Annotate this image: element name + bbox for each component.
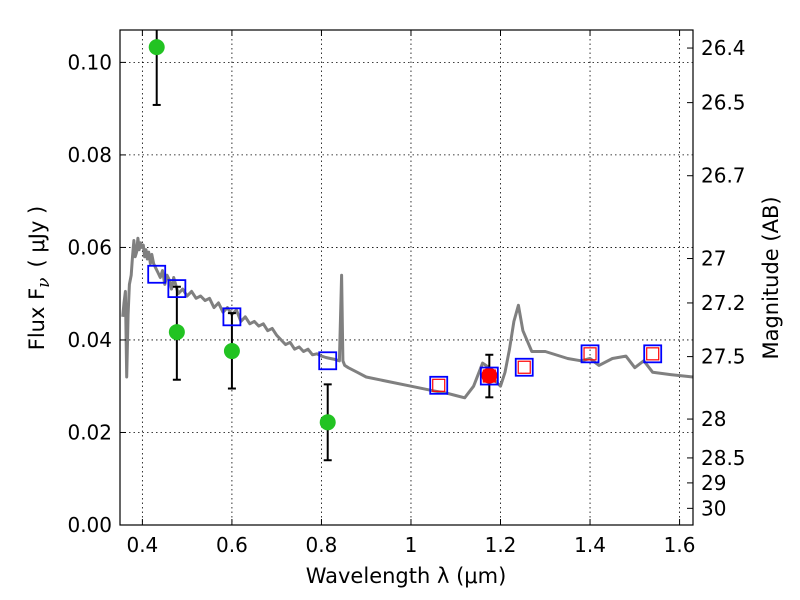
x-tick-label: 1.6 xyxy=(664,533,696,557)
model-square-blue xyxy=(429,375,449,395)
x-tick-label: 0.4 xyxy=(126,533,158,557)
y2-tick-label: 30 xyxy=(701,496,726,520)
marker-layer xyxy=(147,30,663,462)
x-tick-label: 1.4 xyxy=(574,533,606,557)
model-square-red xyxy=(517,360,531,374)
x-tick-label: 0.8 xyxy=(306,533,338,557)
x-axis-label: Wavelength λ (μm) xyxy=(306,564,507,588)
model-square-blue xyxy=(222,307,242,327)
y2-tick-label: 28.5 xyxy=(701,446,746,470)
y-tick-label: 0.00 xyxy=(67,513,112,537)
model-square-red xyxy=(482,369,496,383)
y2-tick-label: 28 xyxy=(701,407,726,431)
y-tick-label: 0.10 xyxy=(67,50,112,74)
model-square-blue xyxy=(514,357,534,377)
y-tick-label: 0.08 xyxy=(67,143,112,167)
y2-tick-label: 26.7 xyxy=(701,164,746,188)
y2-tick-label: 27 xyxy=(701,247,726,271)
y2-tick-label: 26.4 xyxy=(701,36,746,60)
y-tick-label: 0.04 xyxy=(67,328,112,352)
y2-tick-label: 27.2 xyxy=(701,291,746,315)
x-tick-label: 0.6 xyxy=(216,533,248,557)
y2-tick-label: 27.5 xyxy=(701,345,746,369)
model-square-blue xyxy=(147,264,167,284)
sed-curve-layer xyxy=(121,236,694,400)
x-axis-ticks: 0.4 0.6 0.8 1 1.2 1.4 1.6 xyxy=(126,30,695,557)
model-square-blue xyxy=(479,366,499,386)
secondary-y-axis-label: Magnitude (AB) xyxy=(759,196,783,359)
grid-lines xyxy=(120,30,693,526)
model-square-blue xyxy=(580,344,600,364)
y-axis-label-unit: ( μJy ) xyxy=(25,206,49,268)
y-axis-ticks: 0.00 0.02 0.04 0.06 0.08 0.10 xyxy=(67,50,126,537)
y-axis-label-main: Flux F xyxy=(25,288,49,350)
model-square-red xyxy=(583,347,597,361)
model-square-blue xyxy=(643,344,663,364)
y-tick-label: 0.02 xyxy=(67,420,112,444)
y-axis-label: Flux Fν ( μJy ) xyxy=(25,206,54,350)
y2-tick-label: 29 xyxy=(701,471,726,495)
data-point xyxy=(168,324,185,341)
model-square-blue xyxy=(318,351,338,371)
data-point xyxy=(481,367,498,384)
sed-model-curve xyxy=(121,236,694,400)
data-point xyxy=(319,414,336,431)
model-square-red xyxy=(646,347,660,361)
data-point xyxy=(148,39,165,56)
x-tick-label: 1 xyxy=(405,533,418,557)
y-tick-label: 0.06 xyxy=(67,235,112,259)
plot-frame xyxy=(119,29,694,526)
data-point xyxy=(223,343,240,360)
y2-tick-label: 26.5 xyxy=(701,91,746,115)
x-tick-label: 1.2 xyxy=(485,533,517,557)
model-square-blue xyxy=(167,279,187,299)
model-square-red xyxy=(432,378,446,392)
y-axis-label-subscript: ν xyxy=(34,277,54,287)
